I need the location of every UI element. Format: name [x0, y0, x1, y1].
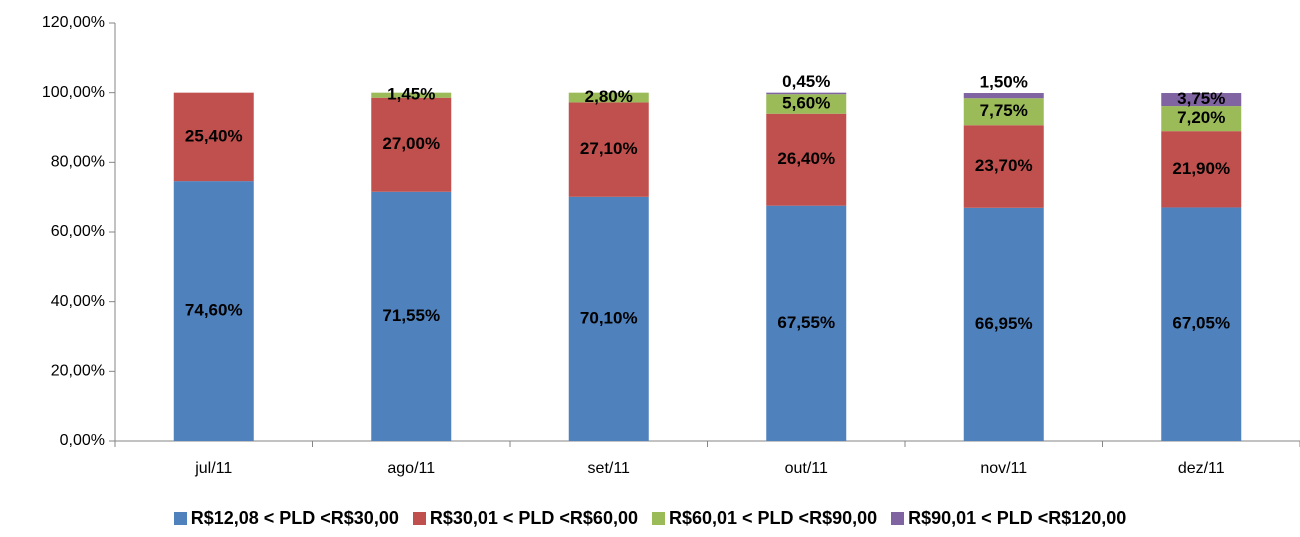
x-tick-label: set/11 — [588, 460, 631, 477]
legend-swatch — [173, 512, 187, 525]
data-label: 3,75% — [1177, 89, 1225, 108]
bar-segment — [1161, 207, 1242, 441]
data-label: 1,45% — [387, 85, 435, 104]
legend-swatch — [891, 512, 905, 525]
y-tick-label: 0,00% — [60, 432, 105, 449]
bar-segment — [568, 92, 649, 103]
x-tick-label: jul/11 — [194, 460, 232, 477]
bar-segment — [963, 98, 1044, 126]
y-tick-label: 20,00% — [51, 363, 105, 380]
bar-segment — [1161, 131, 1242, 208]
x-tick-label: nov/11 — [980, 460, 1027, 477]
data-label: 1,50% — [980, 72, 1028, 91]
legend: R$12,08 < PLD <R$30,00 R$30,01 < PLD <R$6… — [0, 508, 1300, 529]
data-label: 67,05% — [1172, 314, 1230, 333]
data-label: 5,60% — [782, 93, 830, 112]
data-label: 7,75% — [980, 101, 1028, 120]
bar-segment — [766, 205, 847, 441]
data-label: 26,40% — [777, 149, 835, 168]
legend-item: R$90,01 < PLD <R$120,00 — [891, 508, 1126, 529]
data-label: 74,60% — [185, 301, 243, 320]
bar-segment — [173, 92, 254, 182]
bar-segment — [173, 181, 254, 442]
data-label: 23,70% — [975, 156, 1033, 175]
legend-item: R$60,01 < PLD <R$90,00 — [651, 508, 878, 529]
data-label: 2,80% — [585, 87, 633, 106]
x-tick-label: dez/11 — [1178, 460, 1225, 477]
x-tick-label: ago/11 — [387, 460, 435, 477]
data-label: 71,55% — [382, 306, 440, 325]
bar-segment — [1161, 93, 1242, 107]
bar-segment — [1161, 106, 1242, 132]
bar-segment — [963, 125, 1044, 208]
bar-segment — [371, 97, 452, 192]
data-label: 7,20% — [1177, 108, 1225, 127]
y-tick-label: 40,00% — [51, 293, 105, 310]
y-tick-label: 80,00% — [51, 154, 105, 171]
bar-segment — [766, 92, 847, 95]
data-label: 27,00% — [382, 134, 440, 153]
chart: 0,00% 20,00% 40,00% 60,00% 80,00% 100,00% 120,… — [42, 14, 1300, 477]
legend-label: R$12,08 < PLD <R$30,00 — [190, 508, 399, 528]
legend-item: R$30,01 < PLD <R$60,00 — [412, 508, 638, 529]
data-label: 25,40% — [185, 126, 243, 145]
y-tick-label: 100,00% — [42, 84, 105, 101]
bar-segment — [568, 102, 649, 197]
bar-segment — [568, 196, 649, 441]
y-tick-label: 120,00% — [42, 14, 105, 31]
legend-swatch — [412, 512, 426, 525]
bar-segment — [766, 94, 847, 114]
legend-label: R$90,01 < PLD <R$120,00 — [908, 508, 1127, 528]
legend-item: R$12,08 < PLD <R$30,00 — [173, 508, 399, 529]
y-tick-label: 60,00% — [51, 223, 105, 240]
data-label: 70,10% — [580, 308, 638, 327]
bar-segment — [963, 93, 1044, 99]
data-label: 67,55% — [777, 313, 835, 332]
bar-segment — [963, 207, 1044, 441]
bar-segment — [371, 92, 452, 98]
data-label: 66,95% — [975, 314, 1033, 333]
legend-label: R$60,01 < PLD <R$90,00 — [668, 508, 878, 528]
data-label: 0,45% — [782, 72, 830, 91]
legend-label: R$30,01 < PLD <R$60,00 — [429, 508, 638, 528]
data-label: 21,90% — [1172, 159, 1230, 178]
bar-segment — [766, 113, 847, 206]
bar-segment — [371, 191, 452, 441]
legend-swatch — [651, 512, 665, 525]
x-tick-label: out/11 — [785, 460, 828, 477]
data-label: 27,10% — [580, 139, 638, 158]
